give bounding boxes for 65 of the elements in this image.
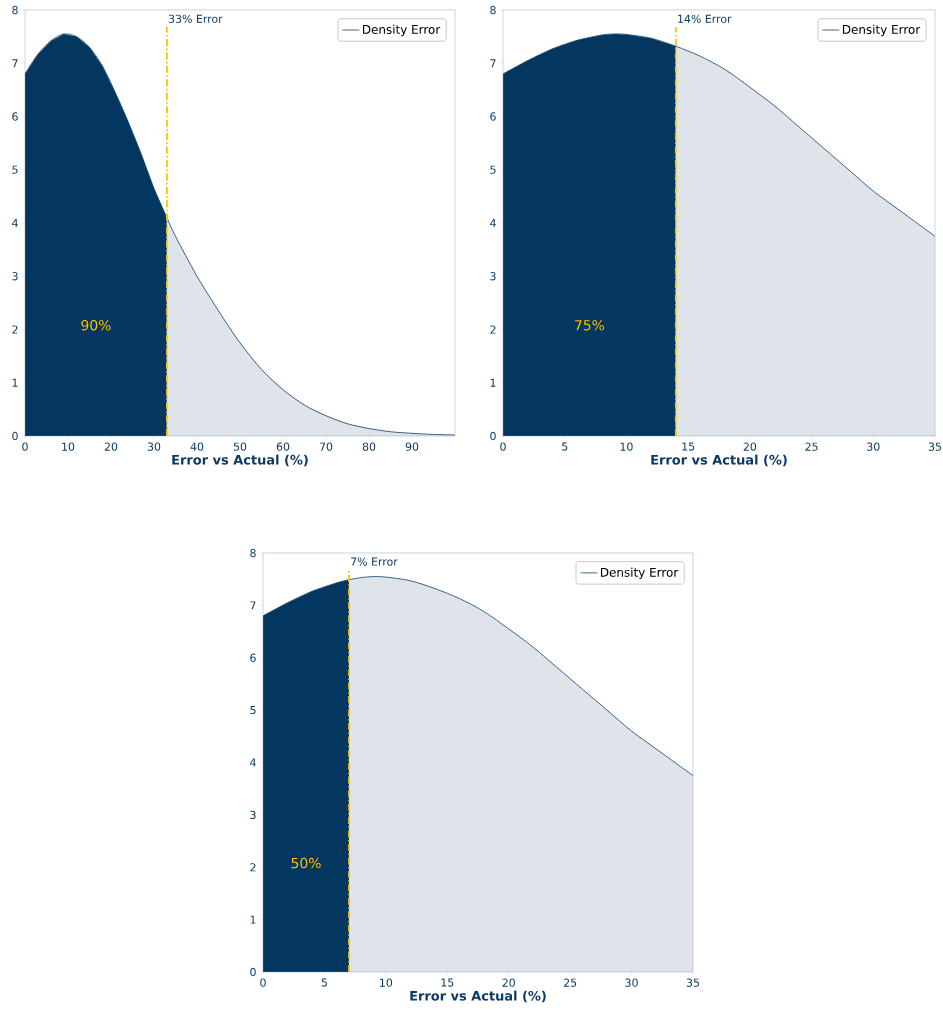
x-axis-title: Error vs Actual (%)	[410, 990, 546, 1003]
y-tick-label: 1	[490, 378, 496, 387]
y-tick-label: 0	[12, 431, 18, 441]
x-tick-label: 5	[321, 978, 327, 987]
y-tick-label: 4	[490, 219, 496, 227]
x-tick-label: 70	[319, 442, 333, 451]
x-tick-label: 10	[62, 442, 75, 451]
x-tick-label: 10	[380, 978, 393, 987]
x-tick-label: 0	[260, 978, 266, 987]
x-tick-label: 40	[190, 442, 204, 451]
y-tick-label: 7	[250, 601, 256, 610]
x-tick-label: 90	[405, 442, 419, 451]
ref-line-label: 33% Error	[168, 14, 223, 23]
y-tick-label: 2	[490, 325, 496, 334]
y-tick-label: 8	[490, 5, 496, 15]
x-tick-label: 20	[104, 442, 118, 451]
y-tick-label: 0	[250, 967, 256, 977]
y-tick-label: 2	[250, 863, 256, 872]
y-tick-label: 8	[250, 548, 256, 558]
x-tick-label: 35	[686, 978, 700, 987]
y-tick-label: 8	[12, 5, 18, 15]
x-tick-label: 25	[805, 442, 818, 451]
ref-line-label: 7% Error	[351, 557, 398, 566]
legend-label: Density Error	[601, 567, 679, 580]
y-tick-label: 3	[12, 272, 18, 281]
y-tick-label: 6	[490, 112, 496, 121]
y-tick-label: 1	[250, 915, 256, 924]
x-tick-label: 15	[682, 442, 695, 451]
y-tick-label: 7	[12, 59, 18, 68]
annotation: 75%	[575, 319, 605, 331]
x-tick-label: 30	[625, 978, 638, 987]
y-tick-label: 5	[490, 165, 496, 174]
x-tick-label: 20	[502, 978, 515, 987]
y-tick-label: 2	[12, 325, 18, 334]
legend-label: Density Error	[842, 24, 921, 37]
y-tick-label: 5	[250, 706, 256, 715]
y-tick-label: 5	[12, 165, 18, 174]
y-tick-label: 7	[490, 59, 496, 68]
legend-label: Density Error	[363, 24, 441, 37]
annotation: 50%	[291, 857, 321, 869]
x-tick-label: 0	[22, 442, 28, 451]
x-tick-label: 5	[562, 442, 568, 451]
x-tick-label: 10	[620, 442, 633, 451]
x-tick-label: 50	[233, 442, 247, 451]
x-tick-label: 30	[147, 442, 161, 451]
y-tick-label: 4	[250, 758, 256, 767]
x-tick-label: 20	[743, 442, 757, 451]
y-tick-label: 3	[250, 810, 256, 820]
y-tick-label: 1	[12, 378, 18, 387]
x-tick-label: 25	[563, 978, 577, 987]
x-axis-title: Error vs Actual (%)	[172, 454, 308, 467]
x-tick-label: 80	[362, 442, 376, 451]
y-tick-label: 6	[250, 653, 256, 662]
x-tick-label: 30	[867, 442, 880, 451]
x-tick-label: 15	[441, 978, 454, 987]
annotation: 90%	[81, 319, 111, 331]
y-tick-label: 6	[12, 112, 18, 121]
x-tick-label: 60	[276, 442, 290, 451]
y-tick-label: 3	[490, 272, 496, 281]
y-tick-label: 0	[490, 431, 496, 441]
x-axis-title: Error vs Actual (%)	[651, 454, 787, 467]
x-tick-label: 0	[500, 442, 506, 451]
ref-line-label: 14% Error	[678, 14, 732, 23]
x-tick-label: 35	[928, 442, 942, 451]
y-tick-label: 4	[12, 219, 18, 227]
